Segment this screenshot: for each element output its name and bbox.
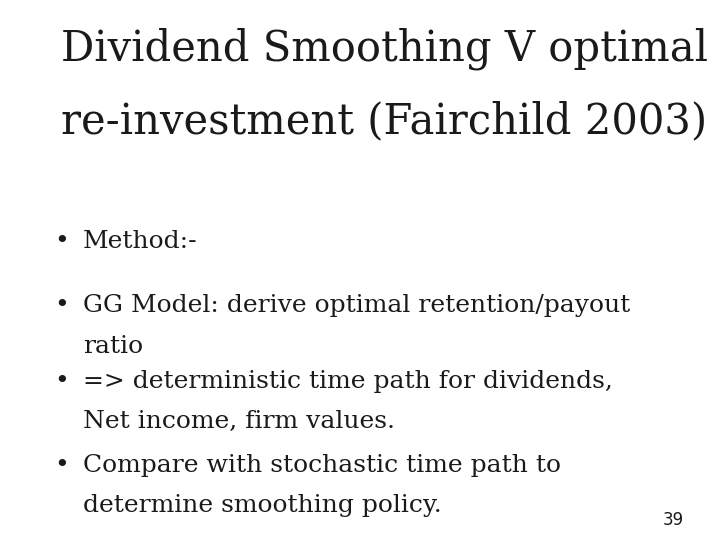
Text: Net income, firm values.: Net income, firm values. (83, 410, 395, 434)
Text: re-investment (Fairchild 2003): re-investment (Fairchild 2003) (61, 100, 707, 142)
Text: Compare with stochastic time path to: Compare with stochastic time path to (83, 454, 561, 477)
Text: ratio: ratio (83, 335, 143, 358)
Text: Method:-: Method:- (83, 230, 197, 253)
Text: 39: 39 (663, 511, 684, 529)
Text: determine smoothing policy.: determine smoothing policy. (83, 494, 441, 517)
Text: •: • (54, 454, 68, 477)
Text: Dividend Smoothing V optimal: Dividend Smoothing V optimal (61, 27, 708, 70)
Text: •: • (54, 294, 68, 318)
Text: •: • (54, 370, 68, 393)
Text: GG Model: derive optimal retention/payout: GG Model: derive optimal retention/payou… (83, 294, 630, 318)
Text: •: • (54, 230, 68, 253)
Text: => deterministic time path for dividends,: => deterministic time path for dividends… (83, 370, 613, 393)
